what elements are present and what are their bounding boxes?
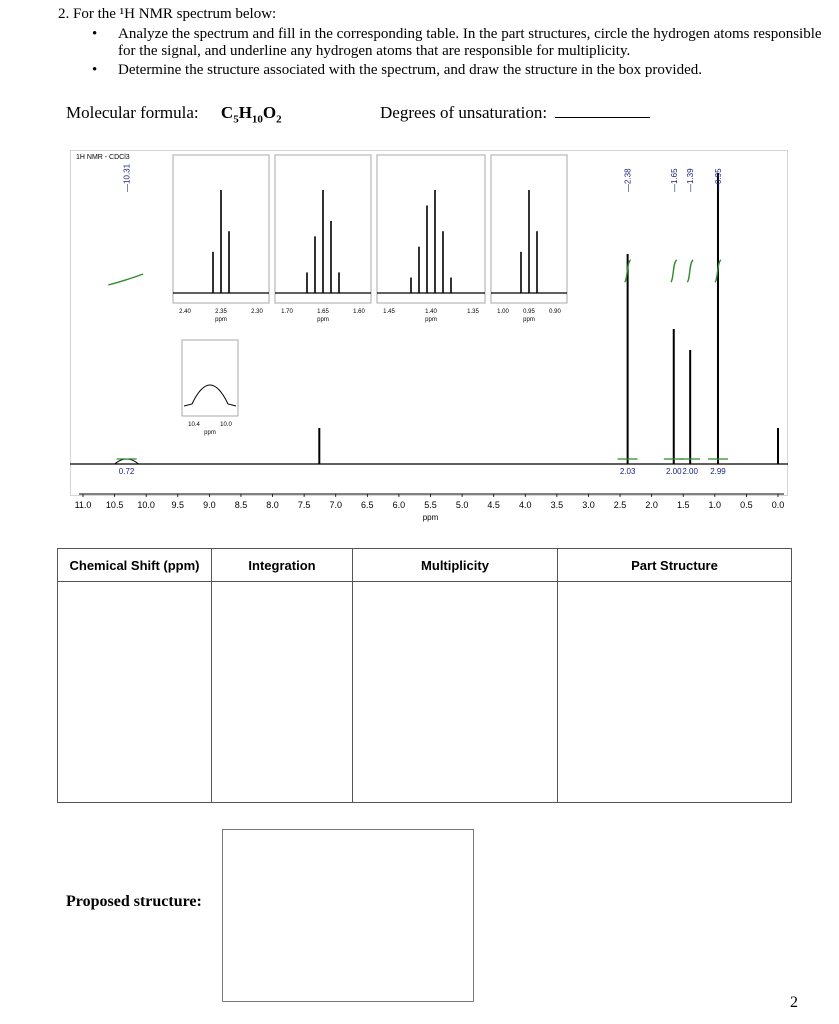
unsaturation-label: Degrees of unsaturation: (380, 103, 548, 122)
inset-peak-curve (183, 384, 237, 407)
header-integration: Integration (211, 548, 353, 582)
inset-axis-label: ppm (215, 317, 227, 323)
x-tick-label: 2.5 (614, 500, 627, 510)
inset-axis-label: ppm (204, 430, 216, 436)
bullet-icon: • (92, 26, 98, 42)
x-tick-label: 8.0 (266, 500, 279, 510)
instruction-text: Analyze the spectrum and fill in the cor… (118, 26, 822, 59)
part-structure-cell[interactable] (557, 581, 792, 803)
peak-shift-label: —2.38 (624, 168, 633, 192)
x-tick-label: 8.5 (235, 500, 248, 510)
integration-label: 2.00 (682, 467, 698, 476)
x-tick-label: 2.0 (645, 500, 658, 510)
bullet-icon: • (92, 62, 98, 78)
x-tick-label: 3.0 (582, 500, 595, 510)
header-multiplicity: Multiplicity (352, 548, 558, 582)
question-heading: 2. For the ¹H NMR spectrum below: (58, 6, 277, 22)
x-tick-label: 1.5 (677, 500, 690, 510)
spectrum-peak (114, 458, 139, 465)
table-header-row: Chemical Shift (ppm) Integration Multipl… (57, 548, 792, 582)
instruction-text: Determine the structure associated with … (118, 62, 702, 78)
header-chemical-shift: Chemical Shift (ppm) (57, 548, 212, 582)
x-tick-label: 1.0 (709, 500, 722, 510)
inset-frame (376, 154, 486, 304)
integration-label: 2.00 (666, 467, 682, 476)
x-tick-label: 7.0 (329, 500, 342, 510)
inset-frame (181, 339, 239, 417)
x-tick-label: 6.5 (361, 500, 374, 510)
integral-curve (108, 273, 144, 286)
peak-shift-label: —1.39 (686, 168, 695, 192)
molecular-formula-value: C5H10O2 (220, 103, 282, 126)
inset-tick-label: 0.90 (549, 309, 561, 315)
integration-cell[interactable] (211, 581, 353, 803)
x-tick-label: 6.0 (393, 500, 406, 510)
x-tick-label: 9.5 (172, 500, 185, 510)
inset-tick-label: 1.40 (425, 309, 437, 315)
x-tick-label: 0.0 (772, 500, 785, 510)
instruction-list: • Analyze the spectrum and fill in the co… (92, 26, 822, 81)
inset-tick-label: 2.40 (179, 309, 191, 315)
inset-tick-label: 1.45 (383, 309, 395, 315)
inset-tick-label: 1.65 (317, 309, 329, 315)
peak-shift-label: —1.65 (670, 168, 679, 192)
inset-tick-label: 1.60 (353, 309, 365, 315)
plot-frame (70, 150, 788, 496)
molecular-formula-label: Molecular formula: (66, 103, 199, 122)
integral-curve (686, 259, 694, 283)
integral-curve (714, 259, 722, 283)
x-tick-label: 4.5 (487, 500, 500, 510)
degrees-unsaturation: Degrees of unsaturation: (380, 103, 651, 123)
inset-axis-label: ppm (317, 317, 329, 323)
analysis-table: Chemical Shift (ppm) Integration Multipl… (57, 548, 792, 803)
x-tick-label: 11.0 (75, 500, 92, 510)
unsaturation-answer-blank[interactable] (555, 103, 651, 118)
inset-tick-label: 1.00 (497, 309, 509, 315)
x-tick-label: 5.5 (424, 500, 437, 510)
molecular-formula: Molecular formula: C5H10O2 (66, 103, 282, 125)
nmr-spectrum-chart: 1H NMR - CDCl3 0.72 2.03 2.00 2.00 2.99 —10.31… (70, 150, 788, 522)
chart-title: 1H NMR - CDCl3 (76, 154, 130, 161)
instruction-item: • Analyze the spectrum and fill in the co… (92, 26, 822, 60)
x-tick-label: 9.0 (203, 500, 216, 510)
integration-label: 2.99 (710, 467, 726, 476)
x-tick-label: 10.0 (137, 500, 155, 510)
peak-shift-label: —10.31 (123, 163, 132, 192)
inset-tick-label: 1.70 (281, 309, 293, 315)
chemical-shift-cell[interactable] (57, 581, 212, 803)
inset-axis-label: ppm (523, 317, 535, 323)
inset-tick-label: 0.95 (523, 309, 535, 315)
table-row (57, 581, 792, 803)
proposed-structure-label: Proposed structure: (66, 893, 202, 910)
inset-tick-label: 2.35 (215, 309, 227, 315)
integral-curve (624, 259, 632, 283)
inset-tick-label: 10.0 (220, 422, 232, 428)
inset-axis-label: ppm (425, 317, 437, 323)
x-tick-label: 10.5 (106, 500, 124, 510)
page-number: 2 (790, 994, 798, 1011)
x-tick-label: 4.0 (519, 500, 532, 510)
inset-tick-label: 2.30 (251, 309, 263, 315)
instruction-item: • Determine the structure associated with… (92, 62, 822, 79)
integration-label: 2.03 (620, 467, 636, 476)
x-tick-label: 3.5 (551, 500, 564, 510)
inset-tick-label: 10.4 (188, 422, 200, 428)
integration-label: 0.72 (119, 467, 135, 476)
inset-tick-label: 1.35 (467, 309, 479, 315)
proposed-structure-box[interactable] (222, 829, 474, 1002)
multiplicity-cell[interactable] (352, 581, 558, 803)
x-tick-label: 5.0 (456, 500, 469, 510)
header-part-structure: Part Structure (557, 548, 792, 582)
x-tick-label: 7.5 (298, 500, 311, 510)
x-axis-label: ppm (423, 513, 439, 522)
peak-shift-label: —0.95 (714, 168, 723, 192)
x-tick-label: 0.5 (740, 500, 753, 510)
integral-curve (670, 259, 678, 283)
